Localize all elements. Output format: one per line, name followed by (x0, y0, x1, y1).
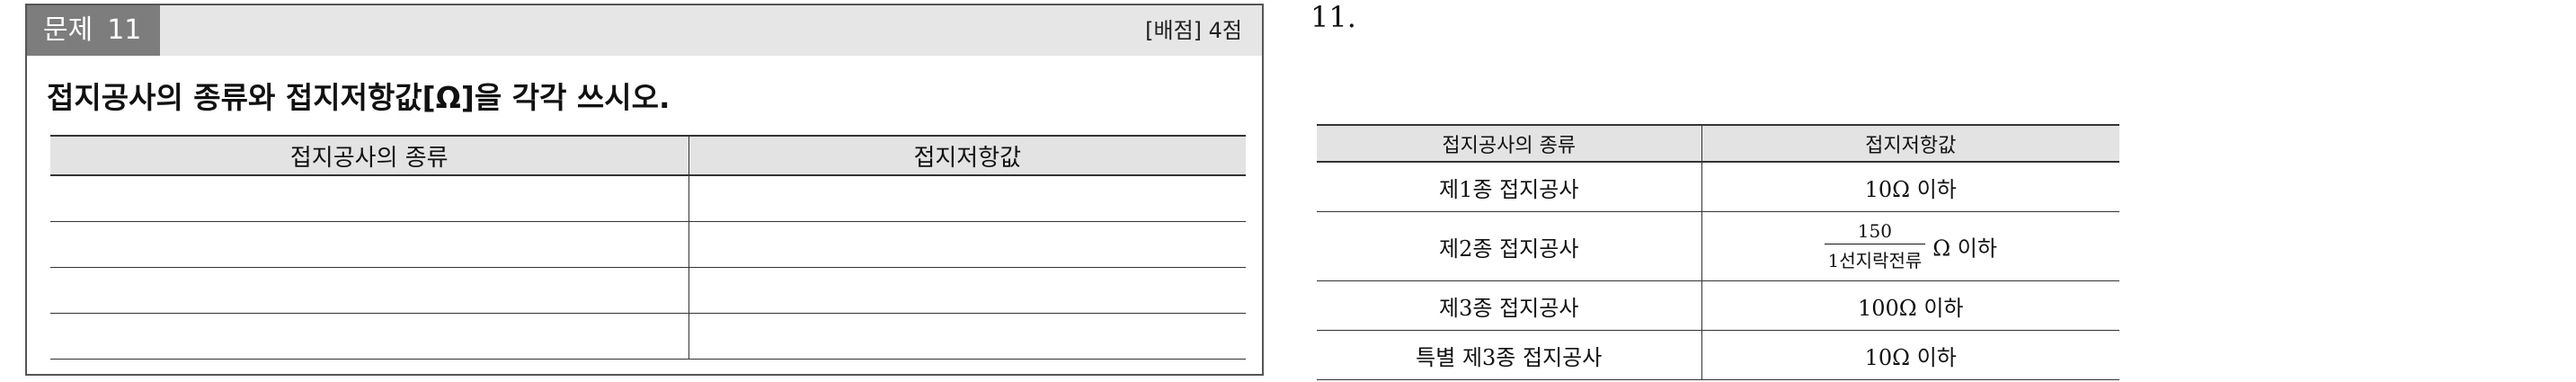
answer-blank-cell[interactable] (50, 175, 688, 222)
problem-label: 문제 (43, 14, 93, 46)
fraction-numerator: 150 (1857, 220, 1892, 242)
problem-number: 11 (107, 14, 142, 46)
answer-blank-cell[interactable] (50, 267, 688, 314)
answer-blank-row (50, 221, 1246, 268)
grounding-type-cell: 제3종 접지공사 (1317, 280, 1701, 331)
score-label: [배점] 4점 (1145, 18, 1242, 43)
solution-row: 제1종 접지공사 10Ω 이하 (1317, 162, 2119, 212)
answer-blank-cell[interactable] (688, 267, 1246, 314)
fraction-denominator: 1선지락전류 (1824, 244, 1926, 272)
resistance-unit: Ω 이하 (1932, 235, 1997, 262)
question-text: 접지공사의 종류와 접지저항값[Ω]을 각각 쓰시오. (47, 80, 671, 115)
answer-blank-row (50, 175, 1246, 222)
solution-table-header-row: 접지공사의 종류 접지저항값 (1317, 124, 2119, 163)
answer-table-header-row: 접지공사의 종류 접지저항값 (50, 135, 1246, 176)
solution-number: 11. (1310, 0, 1356, 34)
answer-blank-cell[interactable] (688, 221, 1246, 268)
answer-blank-row (50, 267, 1246, 314)
answer-header-type: 접지공사의 종류 (50, 135, 688, 176)
solution-header-type: 접지공사의 종류 (1317, 124, 1701, 163)
resistance-value-cell: 10Ω 이하 (1701, 162, 2119, 212)
solution-row: 제3종 접지공사 100Ω 이하 (1317, 280, 2119, 331)
solution-row: 제2종 접지공사 150 1선지락전류 Ω 이하 (1317, 211, 2119, 281)
problem-header: 문제 11 [배점] 4점 (27, 5, 1262, 56)
answer-blank-cell[interactable] (688, 313, 1246, 360)
grounding-type-cell: 제1종 접지공사 (1317, 162, 1701, 212)
resistance-value-cell: 10Ω 이하 (1701, 330, 2119, 380)
answer-blank-cell[interactable] (688, 175, 1246, 222)
resistance-value-cell: 100Ω 이하 (1701, 280, 2119, 331)
grounding-type-cell: 제2종 접지공사 (1317, 211, 1701, 281)
solution-table: 접지공사의 종류 접지저항값 제1종 접지공사 10Ω 이하 제2종 접지공사 … (1317, 124, 2119, 380)
answer-blank-cell[interactable] (50, 221, 688, 268)
grounding-type-cell: 특별 제3종 접지공사 (1317, 330, 1701, 380)
answer-blank-row (50, 313, 1246, 360)
resistance-value-cell: 150 1선지락전류 Ω 이하 (1701, 211, 2119, 281)
answer-blank-cell[interactable] (50, 313, 688, 360)
solution-row: 특별 제3종 접지공사 10Ω 이하 (1317, 330, 2119, 380)
answer-header-value: 접지저항값 (688, 135, 1246, 176)
answer-table: 접지공사의 종류 접지저항값 (50, 135, 1246, 360)
problem-tag: 문제 11 (27, 5, 160, 56)
problem-box: 문제 11 [배점] 4점 접지공사의 종류와 접지저항값[Ω]을 각각 쓰시오.… (25, 4, 1264, 376)
solution-header-value: 접지저항값 (1701, 124, 2119, 163)
resistance-fraction: 150 1선지락전류 (1824, 220, 1926, 272)
